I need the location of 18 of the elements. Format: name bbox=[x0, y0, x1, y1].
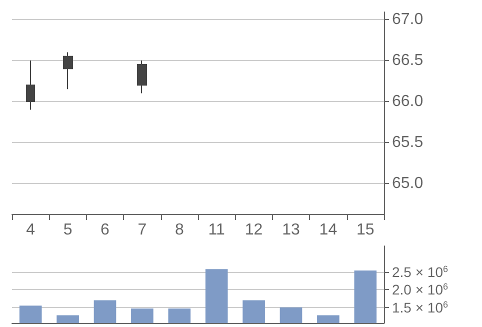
candlestick bbox=[63, 52, 73, 90]
y-tick-label: 65.0 bbox=[392, 175, 424, 192]
x-tick-label: 14 bbox=[319, 222, 338, 238]
x-tick-label: 7 bbox=[138, 222, 147, 238]
x-tick-label: 5 bbox=[63, 222, 72, 238]
y-tick-label: 66.5 bbox=[392, 52, 424, 69]
candlestick bbox=[26, 60, 35, 110]
x-tick-label: 8 bbox=[174, 222, 184, 238]
y-tick-label: 67.0 bbox=[392, 10, 424, 28]
candlestick bbox=[137, 60, 147, 94]
x-tick-label: 11 bbox=[208, 222, 226, 238]
x-tick-label: 13 bbox=[282, 222, 300, 238]
y-tick-label: 66.0 bbox=[392, 93, 424, 110]
x-tick-label: 4 bbox=[26, 222, 36, 238]
x-tick-label: 6 bbox=[100, 222, 110, 238]
x-tick-label: 12 bbox=[244, 222, 263, 238]
x-tick-label: 15 bbox=[356, 222, 374, 238]
y-tick-label: 65.5 bbox=[392, 134, 424, 152]
